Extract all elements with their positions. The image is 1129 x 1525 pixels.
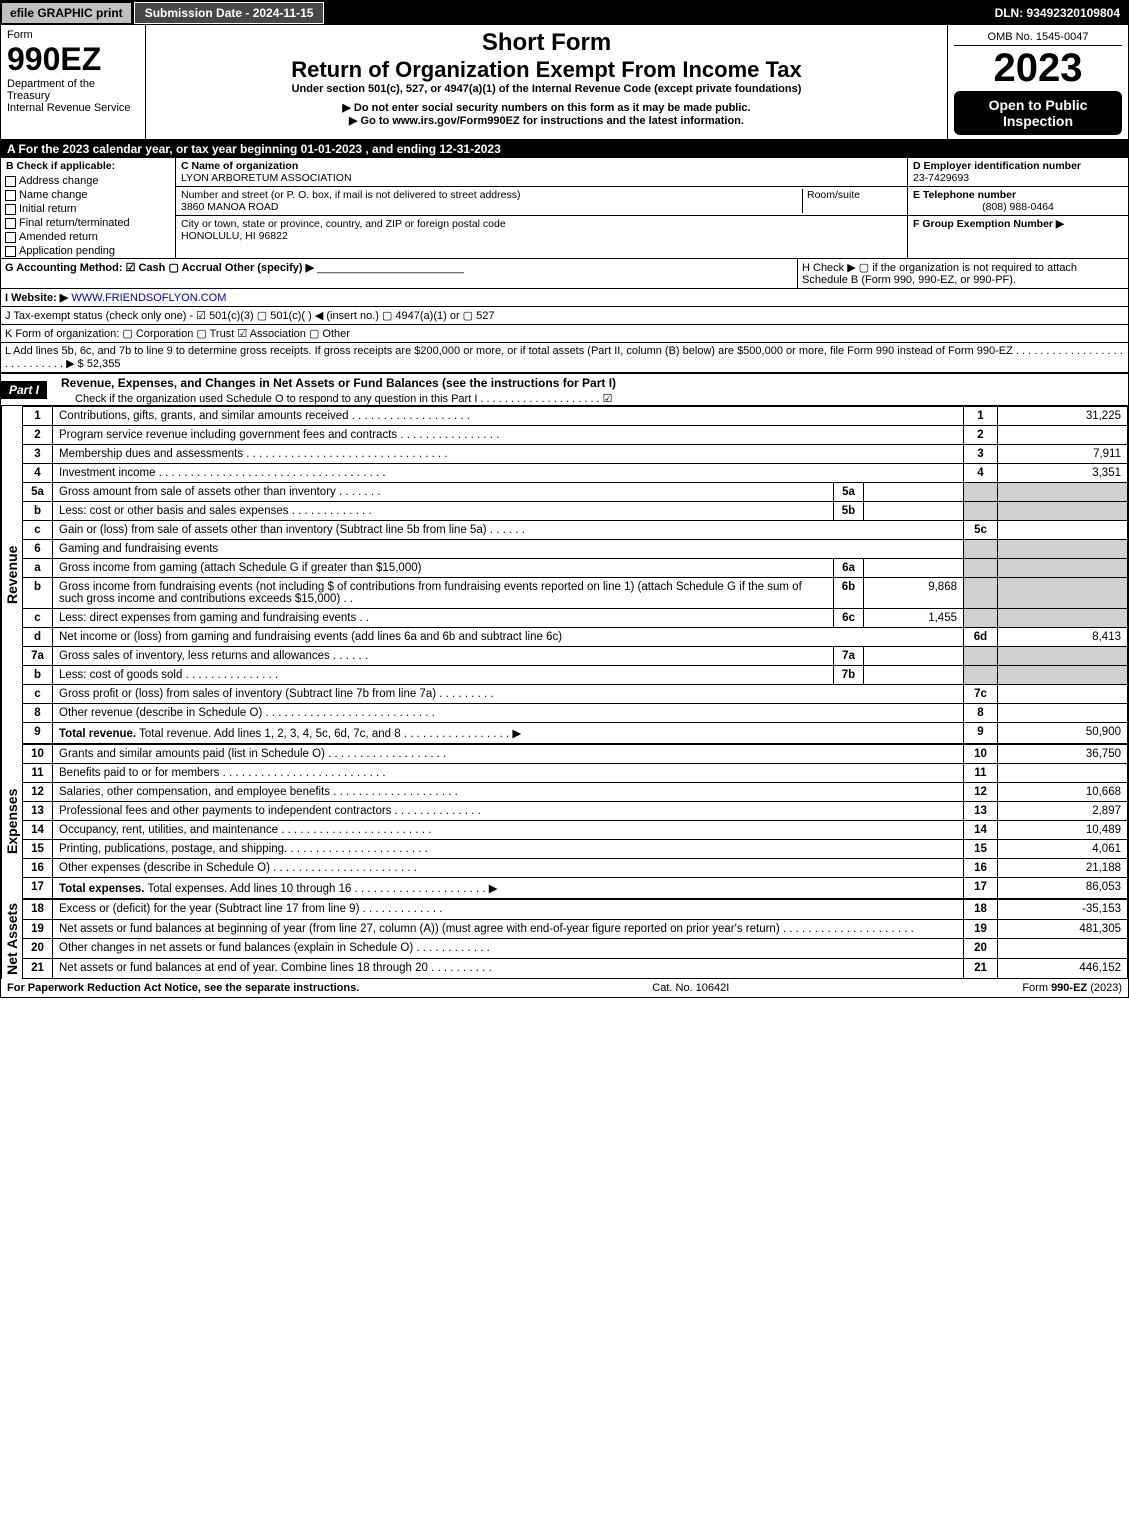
street: 3860 MANOA ROAD: [181, 201, 802, 213]
city: HONOLULU, HI 96822: [181, 230, 902, 242]
line-k: K Form of organization: ▢ Corporation ▢ …: [1, 325, 1128, 342]
expenses-side-label: Expenses: [1, 744, 22, 899]
line-7c-amount: [998, 685, 1128, 704]
efile-print-button[interactable]: efile GRAPHIC print: [1, 2, 132, 24]
line-1-amount: 31,225: [998, 407, 1128, 426]
line-15-amount: 4,061: [998, 840, 1128, 859]
revenue-side-label: Revenue: [1, 406, 22, 744]
part-1-check: Check if the organization used Schedule …: [55, 392, 1128, 405]
line-19-amount: 481,305: [998, 919, 1128, 939]
e-label: E Telephone number: [913, 189, 1123, 201]
under-section: Under section 501(c), 527, or 4947(a)(1)…: [152, 83, 941, 95]
netassets-table: 18Excess or (deficit) for the year (Subt…: [22, 899, 1128, 979]
telephone: (808) 988-0464: [913, 201, 1123, 213]
c-label: C Name of organization: [181, 160, 902, 172]
b-label: B Check if applicable:: [1, 158, 175, 174]
d-label: D Employer identification number: [913, 160, 1123, 172]
netassets-side-label: Net Assets: [1, 899, 22, 979]
footer-right: Form 990-EZ (2023): [1022, 982, 1122, 994]
dept-irs: Internal Revenue Service: [7, 102, 139, 114]
part-1-label: Part I: [1, 381, 47, 399]
line-11-amount: [998, 764, 1128, 783]
line-9-amount: 50,900: [998, 723, 1128, 744]
check-final-return[interactable]: Final return/terminated: [1, 216, 175, 230]
omb-number: OMB No. 1545-0047: [954, 29, 1122, 46]
revenue-table: 1Contributions, gifts, grants, and simil…: [22, 406, 1128, 744]
line-20-amount: [998, 939, 1128, 959]
submission-date: Submission Date - 2024-11-15: [134, 2, 325, 24]
line-3-amount: 7,911: [998, 445, 1128, 464]
line-2-amount: [998, 426, 1128, 445]
page-footer: For Paperwork Reduction Act Notice, see …: [1, 979, 1128, 997]
line-6c-amount: 1,455: [864, 609, 964, 628]
check-application-pending[interactable]: Application pending: [1, 244, 175, 258]
line-l: L Add lines 5b, 6c, and 7b to line 9 to …: [1, 343, 1128, 372]
room-label: Room/suite: [807, 189, 902, 201]
line-6d-amount: 8,413: [998, 628, 1128, 647]
line-4-amount: 3,351: [998, 464, 1128, 483]
street-label: Number and street (or P. O. box, if mail…: [181, 189, 802, 201]
form-990ez-page: efile GRAPHIC print Submission Date - 20…: [0, 0, 1129, 998]
dln-number: DLN: 93492320109804: [987, 3, 1128, 23]
part-1-title: Revenue, Expenses, and Changes in Net As…: [55, 374, 1128, 392]
line-12-amount: 10,668: [998, 783, 1128, 802]
short-form-title: Short Form: [152, 29, 941, 57]
do-not-enter: ▶ Do not enter social security numbers o…: [152, 101, 941, 114]
check-initial-return[interactable]: Initial return: [1, 202, 175, 216]
line-16-amount: 21,188: [998, 859, 1128, 878]
dept-treasury: Department of the Treasury: [7, 78, 139, 102]
expenses-table: 10Grants and similar amounts paid (list …: [22, 744, 1128, 899]
top-bar: efile GRAPHIC print Submission Date - 20…: [1, 1, 1128, 25]
line-21-amount: 446,152: [998, 959, 1128, 979]
line-g: G Accounting Method: ☑ Cash ▢ Accrual Ot…: [1, 259, 798, 288]
line-a: A For the 2023 calendar year, or tax yea…: [1, 140, 1128, 158]
line-8-amount: [998, 704, 1128, 723]
line-10-amount: 36,750: [998, 745, 1128, 764]
line-13-amount: 2,897: [998, 802, 1128, 821]
website-link[interactable]: WWW.FRIENDSOFLYON.COM: [71, 292, 226, 304]
f-label: F Group Exemption Number ▶: [913, 218, 1123, 230]
org-info-grid: B Check if applicable: Address change Na…: [1, 158, 1128, 259]
check-name-change[interactable]: Name change: [1, 188, 175, 202]
footer-left: For Paperwork Reduction Act Notice, see …: [7, 982, 359, 994]
form-number: 990EZ: [7, 41, 139, 78]
form-header: Form 990EZ Department of the Treasury In…: [1, 25, 1128, 140]
part-1-header: Part I Revenue, Expenses, and Changes in…: [1, 373, 1128, 406]
line-5c-amount: [998, 521, 1128, 540]
open-to-public: Open to Public Inspection: [954, 91, 1122, 135]
check-amended[interactable]: Amended return: [1, 230, 175, 244]
line-17-amount: 86,053: [998, 878, 1128, 899]
line-6b-amount: 9,868: [864, 578, 964, 609]
line-j: J Tax-exempt status (check only one) - ☑…: [1, 307, 1128, 324]
check-address-change[interactable]: Address change: [1, 174, 175, 188]
city-label: City or town, state or province, country…: [181, 218, 902, 230]
line-14-amount: 10,489: [998, 821, 1128, 840]
org-name: LYON ARBORETUM ASSOCIATION: [181, 172, 902, 184]
footer-catno: Cat. No. 10642I: [652, 982, 729, 994]
line-i: I Website: ▶ WWW.FRIENDSOFLYON.COM: [1, 289, 1128, 306]
goto-link[interactable]: ▶ Go to www.irs.gov/Form990EZ for instru…: [152, 114, 941, 127]
tax-year: 2023: [954, 46, 1122, 91]
ein: 23-7429693: [913, 172, 1123, 184]
line-h: H Check ▶ ▢ if the organization is not r…: [798, 259, 1128, 288]
return-title: Return of Organization Exempt From Incom…: [152, 57, 941, 83]
form-label: Form: [7, 29, 139, 41]
line-18-amount: -35,153: [998, 900, 1128, 920]
